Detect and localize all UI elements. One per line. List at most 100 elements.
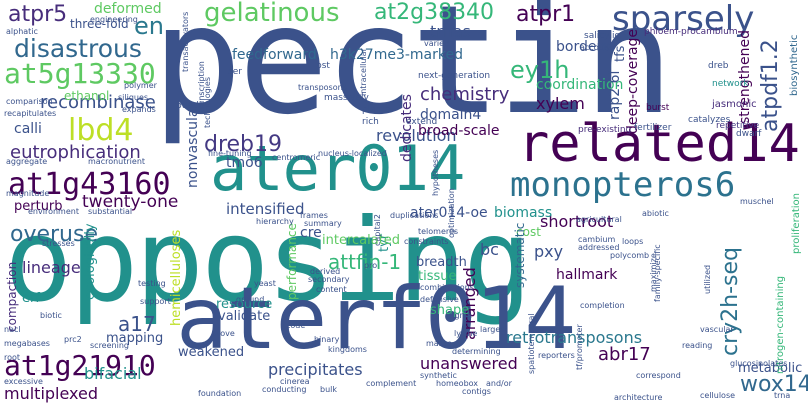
word: transcription [197, 61, 206, 112]
word: and/or [486, 379, 512, 388]
word: hypotheses [431, 149, 440, 196]
word: varied [424, 39, 450, 48]
word: h3k27me3-marked [330, 47, 463, 63]
word: bulk [320, 385, 338, 394]
word: atpdf1.2 [758, 39, 783, 132]
word: derived [310, 267, 341, 276]
word: polycomb [610, 251, 650, 260]
word: complement [366, 379, 417, 388]
word: lineage [22, 258, 81, 277]
word: utilized [703, 264, 712, 294]
word: nonvascular [185, 102, 201, 188]
word: wox14 [740, 372, 808, 397]
word: repetitive [716, 121, 760, 131]
word: vascular [700, 325, 734, 334]
word: excessive [4, 377, 43, 386]
word: combinations [420, 283, 474, 292]
word: catalyzes [688, 115, 731, 125]
word: addressed [578, 243, 620, 252]
word: transactivators [181, 11, 190, 72]
word: hallmark [556, 267, 618, 283]
word: recapitulates [4, 109, 57, 118]
word: completion [580, 301, 625, 310]
word: hierarchy [256, 217, 294, 226]
word: cellulose [700, 391, 736, 400]
word: binary [314, 335, 340, 344]
word: ser [228, 67, 242, 77]
word: aterf014 [176, 269, 576, 369]
word: tmo6 [226, 155, 263, 171]
word: ey1h [510, 56, 570, 84]
word: pxy [534, 242, 564, 261]
word: cambium [578, 235, 616, 244]
word: pre-existing [578, 125, 632, 135]
word: determining [452, 347, 501, 356]
word: spatiotemporal [527, 313, 536, 374]
word: feedforward [232, 47, 317, 63]
word: bc [480, 240, 499, 259]
word: related14 [518, 114, 800, 174]
word: sparsely [612, 0, 755, 39]
word: next-generation [418, 71, 491, 81]
word: tf/promoter [575, 324, 584, 370]
word: massively [324, 93, 369, 103]
word: screening [90, 341, 129, 350]
word: tissue [418, 269, 457, 284]
word: at2g38340 [374, 0, 495, 25]
word: biomass [494, 205, 553, 221]
word: bifacial [84, 364, 142, 383]
word: fertilizer [634, 123, 672, 133]
word: defensive [420, 295, 459, 304]
word: opposing [4, 194, 532, 327]
word: weakened [178, 345, 245, 360]
word: trnas [430, 22, 471, 41]
word: systematic [513, 222, 527, 288]
word: monopteros6 [510, 165, 736, 205]
word: shape [430, 303, 470, 318]
word: network [712, 79, 749, 89]
word: intensified [226, 200, 305, 218]
word: mapping [106, 331, 164, 346]
word: burst [646, 103, 670, 113]
word: dreb [708, 61, 729, 71]
word: dedicates [399, 94, 415, 162]
word: performance [285, 223, 299, 300]
word: homeobox [436, 379, 479, 388]
word: biotic [40, 311, 62, 320]
word: at1g43160 [8, 167, 171, 202]
word: intracellular [359, 48, 368, 96]
word: at1g21910 [4, 349, 156, 382]
word: cost [516, 225, 541, 239]
word: megabases [4, 339, 50, 348]
word: atpr5 [8, 2, 68, 27]
word: aggregate [6, 157, 48, 166]
word: pro [364, 261, 378, 270]
word: dreb19 [204, 132, 283, 157]
word: unanswered [420, 354, 518, 373]
word: reading [682, 341, 713, 350]
word: abr17 [598, 344, 651, 365]
word: validate [218, 309, 271, 324]
word: loops [622, 237, 644, 246]
word: at5g13330 [4, 57, 156, 90]
word: environment [28, 207, 79, 216]
word: fine-tuning [208, 149, 252, 158]
word: root [4, 353, 21, 362]
word: code [286, 321, 306, 330]
word: cry2h-seq [718, 246, 743, 356]
word: xylem [536, 94, 585, 113]
word: salicylic [584, 31, 620, 41]
word: phloem-procambium [644, 27, 738, 37]
word: planta [362, 105, 391, 115]
word: compaction [5, 261, 19, 332]
word: stresses [42, 239, 75, 248]
word: alphatic [6, 27, 38, 36]
word: pectin [152, 0, 674, 148]
word: testing [138, 279, 166, 288]
word: gelatinous [204, 0, 340, 28]
word: overuse [10, 222, 98, 247]
word: substantial [88, 207, 133, 216]
word: nucleus-localized [318, 149, 387, 158]
word: chemistry [420, 84, 510, 105]
